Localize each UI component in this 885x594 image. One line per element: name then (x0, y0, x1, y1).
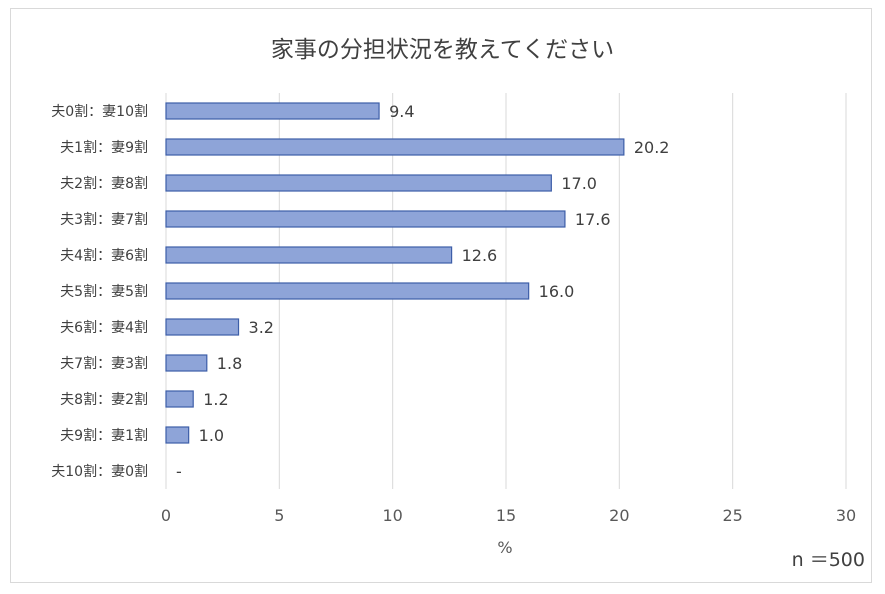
value-label: - (176, 462, 182, 481)
category-label: 夫8割：妻2割 (60, 391, 148, 408)
tick-labels: 0 5 10 15 20 25 30 (161, 506, 856, 525)
category-labels: 夫0割：妻10割夫1割：妻9割夫2割：妻8割夫3割：妻7割夫4割：妻6割夫5割：… (51, 103, 148, 480)
bar (165, 138, 625, 156)
x-tick-label: 20 (609, 506, 629, 525)
bar (165, 426, 190, 444)
chart-title: 家事の分担状況を教えてください (270, 37, 615, 63)
bar (165, 282, 530, 300)
x-tick-label: 25 (722, 506, 742, 525)
x-tick-label: 15 (496, 506, 516, 525)
bar (165, 246, 453, 264)
bar (165, 174, 552, 192)
bar (165, 210, 566, 228)
value-label: 17.6 (575, 210, 611, 229)
value-label: 1.0 (199, 426, 224, 445)
x-axis-label: % (497, 538, 512, 557)
category-label: 夫3割：妻7割 (60, 211, 148, 228)
category-label: 夫10割：妻0割 (51, 463, 148, 480)
category-label: 夫1割：妻9割 (60, 139, 148, 156)
bar (165, 390, 194, 408)
sample-size-note: n ＝500 (791, 549, 865, 571)
category-label: 夫4割：妻6割 (60, 247, 148, 264)
bars (165, 102, 625, 444)
category-label: 夫0割：妻10割 (51, 103, 148, 120)
x-tick-label: 10 (382, 506, 402, 525)
category-label: 夫2割：妻8割 (60, 175, 148, 192)
bar (165, 318, 240, 336)
value-label: 3.2 (249, 318, 274, 337)
value-label: 9.4 (389, 102, 414, 121)
value-label: 16.0 (539, 282, 575, 301)
x-tick-label: 0 (161, 506, 171, 525)
bar (165, 102, 380, 120)
category-label: 夫6割：妻4割 (60, 319, 148, 336)
category-label: 夫7割：妻3割 (60, 355, 148, 372)
value-label: 12.6 (462, 246, 498, 265)
value-label: 20.2 (634, 138, 670, 157)
category-label: 夫9割：妻1割 (60, 427, 148, 444)
value-label: 17.0 (561, 174, 597, 193)
value-label: 1.2 (203, 390, 228, 409)
bar (165, 354, 208, 372)
x-tick-label: 30 (836, 506, 856, 525)
value-labels: 9.4 20.2 17.0 17.6 12.6 16.0 3.2 1.8 1.2 1.0- (176, 102, 669, 481)
value-label: 1.8 (217, 354, 242, 373)
x-tick-label: 5 (274, 506, 284, 525)
category-label: 夫5割：妻5割 (60, 283, 148, 300)
